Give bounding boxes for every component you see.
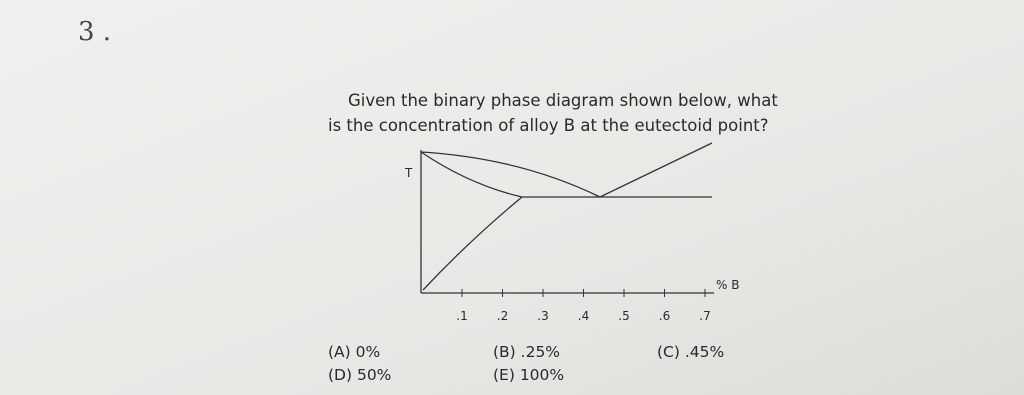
option: (C) .45% <box>657 343 724 361</box>
option: (B) .25% <box>493 343 560 361</box>
tick-label: .7 <box>699 309 710 323</box>
phase-boundary <box>422 196 523 291</box>
option: (E) 100% <box>493 366 564 384</box>
tick-label: .5 <box>618 309 629 323</box>
tick-label: .3 <box>537 309 548 323</box>
phase-diagram: .1 .2 .3 .4 .5 .6 .7 T % B <box>404 142 739 323</box>
tick-label: .2 <box>497 309 508 323</box>
tick-label: .4 <box>578 309 589 323</box>
y-label: T <box>404 166 413 180</box>
question-line: is the concentration of alloy B at the e… <box>328 116 769 135</box>
option: (D) 50% <box>328 366 391 384</box>
liquidus <box>420 142 713 198</box>
question-line: Given the binary phase diagram shown bel… <box>348 91 778 110</box>
x-label: % B <box>716 278 739 292</box>
question-number: 3 . <box>78 17 111 47</box>
tick-label: .6 <box>659 309 670 323</box>
solvus <box>420 151 523 198</box>
option: (A) 0% <box>328 343 380 361</box>
tick-label: .1 <box>456 309 467 323</box>
